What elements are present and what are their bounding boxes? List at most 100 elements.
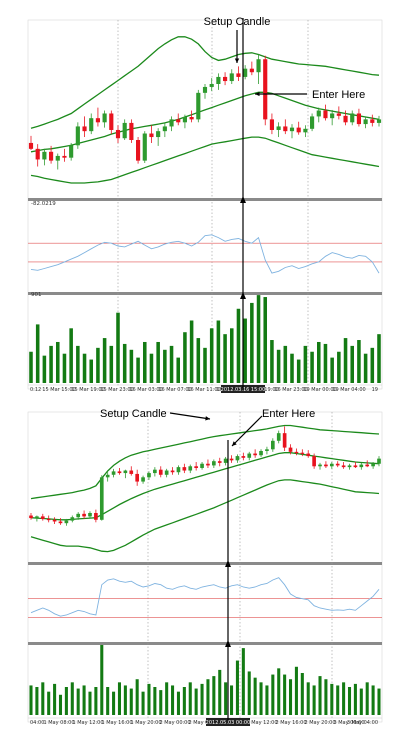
bottom-time-label: 04:00 [30, 720, 44, 726]
bottom-candle-body [194, 466, 198, 468]
top-volume-bar [96, 347, 100, 383]
top-volume-bar [377, 334, 381, 383]
top-volume-bar [169, 345, 174, 383]
bottom-volume-bar [182, 687, 186, 715]
top-volume-bar [370, 347, 375, 383]
bottom-enter-arrow [231, 415, 263, 447]
bottom-volume-bar [159, 690, 163, 715]
top-volume-bar [310, 351, 314, 383]
bottom-entry-marker-1 [225, 560, 231, 567]
bottom-candle-body [105, 474, 110, 478]
top-candle-body [69, 145, 74, 158]
top-volume-bar [283, 345, 288, 383]
top-volume-bar [76, 345, 80, 383]
top-volume-bar [209, 328, 214, 383]
top-enter-arrow-head [255, 91, 260, 97]
bottom-volume-bar [253, 677, 257, 715]
bottom-volume-bar [171, 685, 175, 715]
bottom-candle-body [147, 473, 151, 478]
top-candle-body [330, 113, 335, 119]
top-volume-bar [256, 295, 261, 383]
top-entry-marker-2 [240, 292, 246, 299]
bottom-enter-arrow-head [232, 441, 237, 446]
bottom-volume-bar [359, 688, 363, 715]
top-volume-bar [156, 341, 160, 383]
top-candle-body [343, 115, 348, 123]
top-time-label: 16 Mar 23:00 [274, 387, 307, 393]
top-volume-bar [62, 353, 67, 383]
top-candle-body [49, 151, 54, 161]
top-candle-body [323, 110, 328, 119]
bottom-setup-candle-label: Setup Candle [100, 408, 167, 420]
top-candle-body [162, 126, 167, 132]
bottom-time-label: 2 May 20:00 [304, 720, 335, 726]
top-candle-body [263, 59, 268, 120]
top-time-label: 0:12 [30, 387, 41, 393]
top-candle-body [363, 119, 368, 125]
bottom-volume-bar [135, 679, 139, 715]
bottom-candle-body [117, 471, 122, 474]
bottom-volume-bar [318, 676, 322, 715]
top-setup-arrow-head [234, 58, 240, 63]
bottom-candle-body [324, 464, 328, 467]
top-volume-bar [183, 332, 187, 383]
top-candle-body [316, 110, 321, 117]
top-time-label: 19 Mar 04:00 [332, 387, 365, 393]
bottom-candle-body [377, 458, 381, 464]
bottom-volume-bar [259, 682, 263, 715]
top-candle-body [89, 118, 94, 132]
bottom-candle-body [335, 463, 340, 466]
bottom-candle-body [52, 519, 57, 522]
bottom-highlight-time-label: 2012.05.03 00:00 [206, 720, 251, 726]
top-volume-bar [122, 343, 127, 383]
top-time-label: 15 Mar 19:00 [71, 387, 104, 393]
bottom-candle-body [271, 440, 275, 450]
top-volume-bar [250, 302, 254, 383]
bottom-candle-body [88, 512, 92, 517]
bottom-candle-body [306, 453, 311, 457]
bottom-volume-bar [336, 685, 340, 715]
bottom-candle-body [217, 461, 222, 463]
top-chart-frame [27, 19, 383, 390]
bottom-volume-bar [294, 666, 298, 715]
bottom-candle-body [353, 465, 358, 468]
bottom-candle-body [212, 461, 216, 466]
top-volume-bar [216, 320, 221, 383]
top-candle-body [182, 117, 187, 123]
top-volume-bar [163, 349, 167, 383]
top-entry-marker-1 [240, 196, 246, 203]
bottom-highlight-time-box [206, 718, 250, 726]
bottom-volume-bar [224, 682, 228, 715]
top-candle-body [55, 155, 60, 161]
bottom-band-upper [30, 424, 380, 500]
bottom-volume-bar [235, 660, 239, 715]
top-volume-bar [55, 341, 60, 383]
top-volume-bar [142, 341, 147, 383]
bottom-volume-bar [277, 668, 281, 715]
bottom-candle-body [341, 465, 346, 468]
top-time-label: 15 Mar 15:00 [42, 387, 75, 393]
top-candle-body [370, 119, 375, 123]
bottom-chart: 04:00 1 May 08:001 May 12:001 May 16:001 … [27, 411, 383, 726]
bottom-candle-body [259, 450, 263, 456]
top-candle-body [109, 113, 114, 130]
bottom-candle-body [329, 463, 334, 467]
top-candle-body [336, 113, 341, 116]
top-candle-body [283, 126, 288, 132]
bottom-candle-body [176, 467, 181, 473]
bottom-candle-body [371, 463, 375, 467]
bottom-time-label: 2 May 04:00 [188, 720, 219, 726]
top-volume-bar [223, 334, 227, 383]
bottom-volume-bar [53, 683, 57, 715]
bottom-volume-bar [70, 682, 74, 715]
top-candle-body [296, 127, 301, 133]
bottom-candle-body [347, 465, 352, 468]
top-volume-bar [203, 347, 207, 383]
top-volume-bar [243, 318, 247, 383]
top-candle-body [196, 92, 201, 120]
bottom-candle-body [35, 516, 39, 519]
bottom-candle-body [200, 463, 204, 468]
bottom-volume-bar [35, 687, 39, 715]
